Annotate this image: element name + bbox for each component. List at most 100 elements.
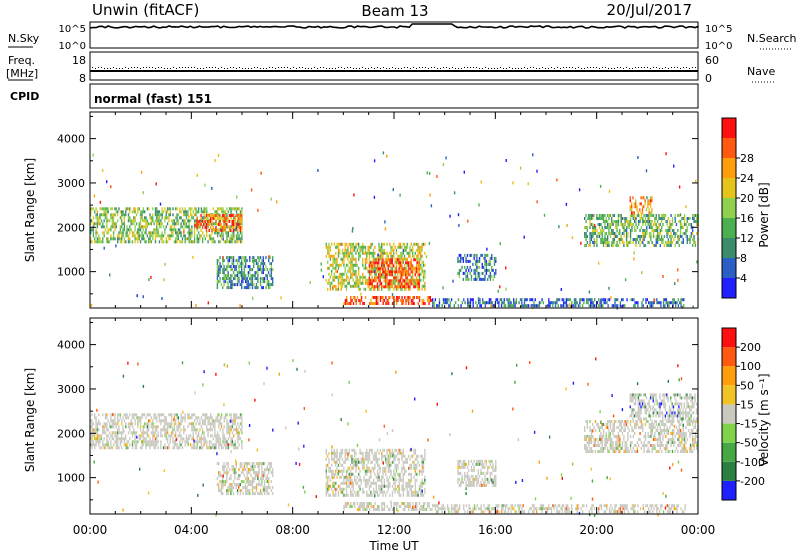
echo-cell [619,241,621,244]
echo-cell [219,225,221,229]
echo-cell [209,220,212,223]
echo-cell [604,232,606,235]
echo-cell [690,226,693,229]
echo-cell [388,258,391,262]
echo-cell [379,466,381,470]
echo-cell [408,278,410,282]
echo-cell [253,492,255,496]
echo-cell [125,434,127,438]
echo-cell [237,225,239,229]
echo-cell [352,263,354,267]
nave-dot [278,67,279,68]
echo-cell [622,304,624,308]
echo-cell [188,207,190,211]
echo-cell [230,225,232,229]
echo-cell [658,226,660,229]
echo-cell [565,301,568,305]
echo-cell [515,298,518,302]
echo-cell [131,231,134,235]
echo-cell [153,434,155,438]
echo-cell [384,276,387,280]
echo-cell [641,196,644,200]
echo-cell [409,263,411,267]
echo-cell [115,440,117,444]
echo-cell [121,219,123,223]
echo-cell [149,234,151,238]
echo-cell [592,301,595,305]
echo-cell [588,214,590,217]
echo-cell [193,213,196,217]
echo-cell [418,264,420,268]
echo-cell [117,428,119,432]
echo-cell [202,216,204,220]
echo-cell [655,223,657,226]
echo-cell [476,259,478,263]
echo-cell [616,241,618,244]
echo-cell [254,477,256,481]
echo-cell [328,272,330,276]
echo-cell [409,281,411,285]
echo-cell [121,222,123,226]
echo-cell [265,489,267,493]
noise-cell [148,278,150,282]
echo-cell [223,462,225,466]
echo-cell [177,416,180,420]
echo-cell [127,237,130,241]
echo-cell [102,413,104,417]
echo-cell [362,463,364,467]
echo-cell [148,440,150,444]
echo-cell [331,475,333,479]
echo-cell [367,251,369,255]
echo-cell [266,280,268,284]
echo-cell [98,419,100,423]
echo-cell [604,223,606,226]
echo-cell [667,238,670,241]
echo-cell [220,229,223,232]
echo-cell [445,298,447,302]
echo-cell [183,425,185,429]
echo-cell [171,228,173,232]
echo-cell [235,486,237,490]
echo-cell [481,262,483,266]
echo-cell [345,263,348,267]
echo-cell [237,431,239,435]
echo-cell [177,234,180,238]
echo-cell [223,468,225,472]
echo-cell [400,299,402,302]
nave-dot [233,67,234,68]
echo-cell [179,431,181,435]
echo-cell [374,457,376,461]
echo-cell [236,220,239,223]
echo-cell [418,248,421,252]
echo-cell [597,235,599,238]
echo-cell [208,446,211,450]
echo-cell [231,483,233,487]
echo-cell [254,465,256,469]
echo-cell [148,237,150,241]
nave-dot [440,68,441,69]
echo-cell [235,228,238,232]
echo-cell [341,278,344,282]
echo-cell [229,431,231,435]
echo-cell [450,298,453,302]
echo-cell [615,304,617,308]
echo-cell [233,416,235,420]
echo-cell [386,302,388,305]
echo-cell [133,219,135,223]
echo-cell [272,492,274,496]
echo-cell [270,480,273,484]
echo-cell [192,240,194,244]
echo-cell [169,234,171,238]
echo-cell [393,276,395,280]
echo-cell [176,222,178,226]
echo-cell [179,210,181,214]
echo-cell [205,214,208,217]
echo-cell [133,216,135,220]
echo-cell [383,272,386,276]
echo-cell [112,213,115,217]
echo-cell [187,231,189,235]
echo-cell [243,268,246,272]
nave-dot [314,67,315,68]
echo-cell [100,225,103,229]
noise-cell [320,262,322,266]
